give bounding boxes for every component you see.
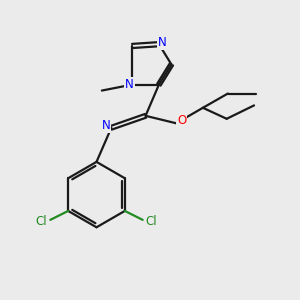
Text: N: N xyxy=(125,78,134,91)
Text: N: N xyxy=(158,36,166,49)
Text: Cl: Cl xyxy=(146,215,158,228)
Text: Cl: Cl xyxy=(36,215,47,228)
Text: O: O xyxy=(177,114,186,128)
Text: N: N xyxy=(102,119,110,132)
